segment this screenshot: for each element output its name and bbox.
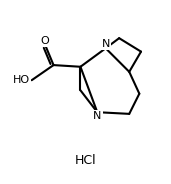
Text: HCl: HCl — [75, 155, 96, 167]
Text: O: O — [41, 36, 49, 46]
Text: HO: HO — [13, 75, 30, 85]
Text: N: N — [102, 39, 110, 49]
Text: N: N — [93, 111, 101, 121]
